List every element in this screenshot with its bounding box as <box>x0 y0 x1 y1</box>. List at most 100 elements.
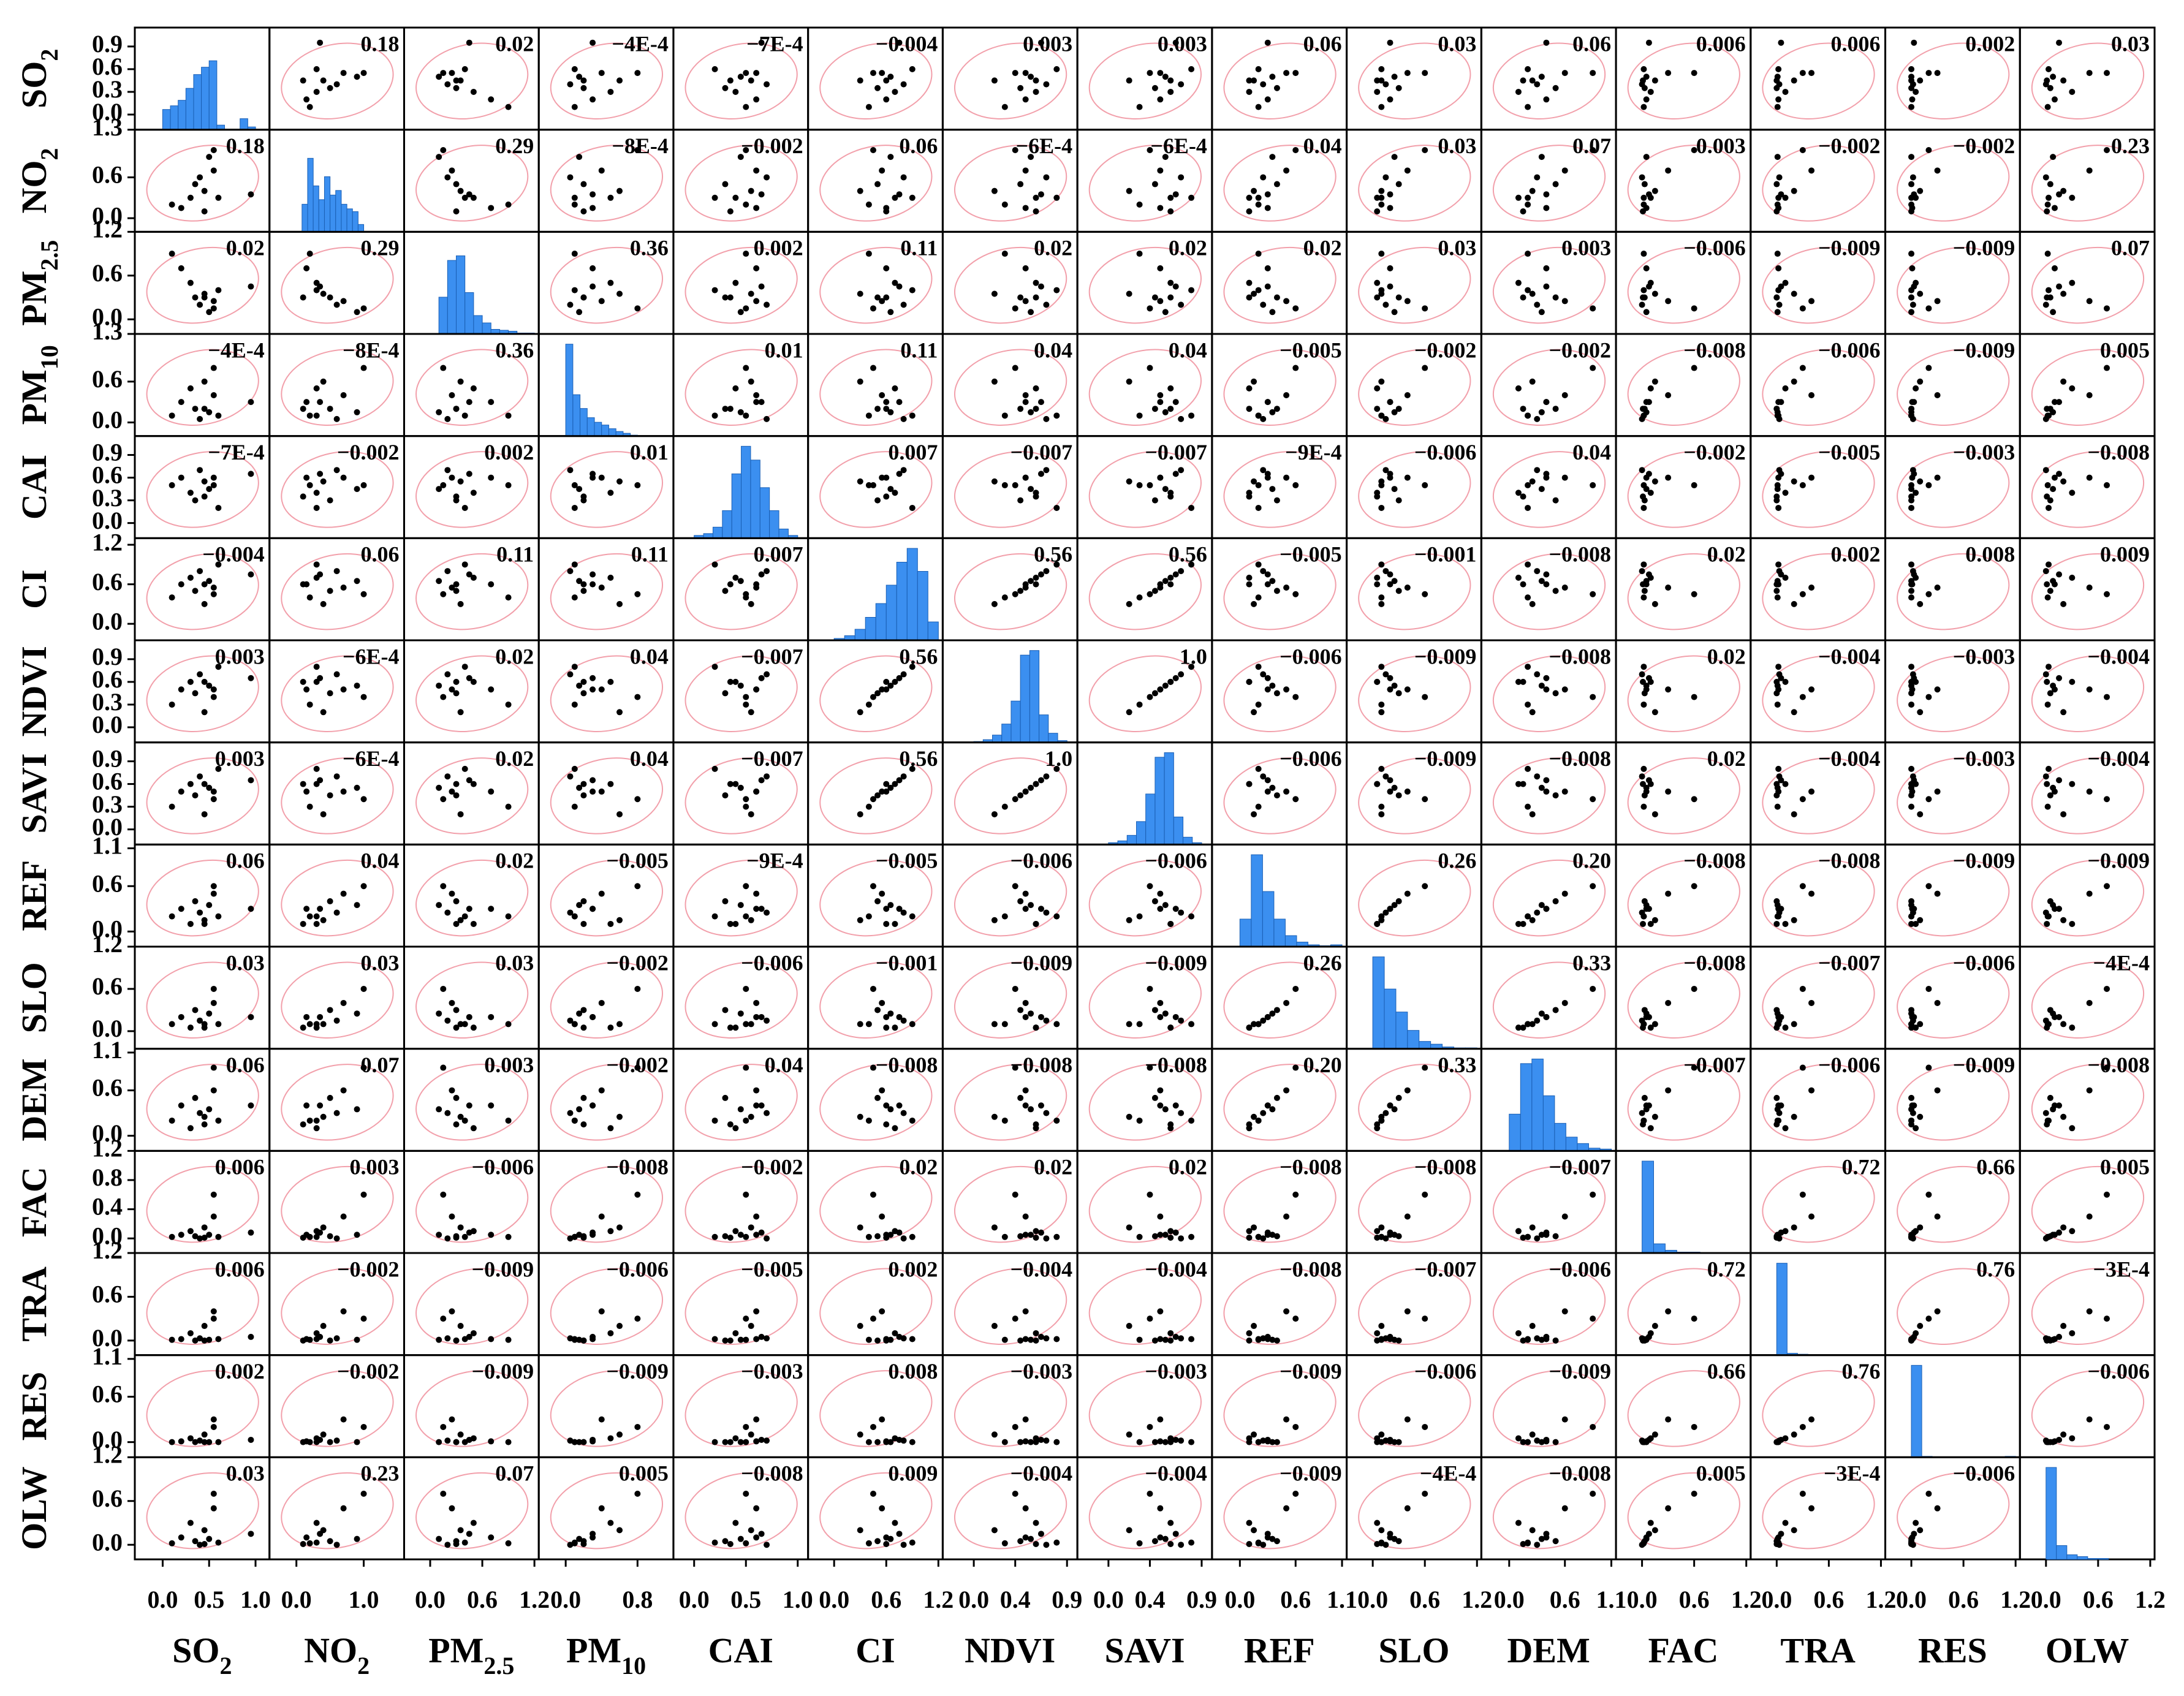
scatter-point <box>1167 279 1174 286</box>
scatter-point <box>1167 920 1174 927</box>
scatter-point <box>1515 1228 1522 1235</box>
correlation-label: −0.004 <box>1818 644 1881 668</box>
scatter-point <box>1157 1438 1164 1445</box>
scatter-point <box>887 683 894 689</box>
scatter-point <box>727 77 734 84</box>
scatter-point <box>327 898 333 904</box>
scatter-point <box>590 1531 596 1537</box>
scatter-point <box>1033 1121 1039 1128</box>
scatter-point <box>1178 1437 1185 1444</box>
confidence-ellipse <box>819 1165 933 1243</box>
scatter-point <box>711 1117 718 1124</box>
scatter-point <box>1908 1094 1915 1101</box>
scatter-point <box>488 581 495 588</box>
histogram-bar <box>324 176 331 232</box>
scatter-point <box>737 74 744 80</box>
scatter-point <box>1645 1102 1652 1109</box>
scatter-point <box>1260 1110 1267 1116</box>
scatter-point <box>1404 788 1411 795</box>
correlation-label: −9E-4 <box>1285 440 1342 464</box>
scatter-point <box>743 1064 749 1071</box>
variable-name: NO <box>304 1630 357 1670</box>
confidence-ellipse <box>1897 553 2010 630</box>
confidence-ellipse <box>550 1064 664 1141</box>
scatter-point <box>440 1423 447 1430</box>
scatter-point <box>1404 70 1411 77</box>
scatter-point <box>743 1233 749 1240</box>
scatter-point <box>743 305 749 312</box>
histogram-bar <box>357 224 365 232</box>
confidence-ellipse <box>1088 451 1202 528</box>
scatter-point <box>354 784 360 791</box>
scatter-point <box>1251 378 1257 385</box>
scatter-point <box>711 1233 718 1240</box>
scatter-point <box>1178 415 1185 422</box>
scatter-point <box>1525 913 1531 920</box>
scatter-point <box>1691 591 1697 597</box>
confidence-ellipse <box>1897 145 2010 222</box>
scatter-point <box>883 1541 890 1547</box>
scatter-point <box>1136 201 1143 208</box>
scatter-point <box>590 283 596 290</box>
scatter-point <box>313 412 320 419</box>
scatter-point <box>1520 1235 1526 1241</box>
confidence-ellipse <box>415 1064 529 1141</box>
scatter-point <box>598 1213 605 1220</box>
scatter-point <box>1913 490 1919 496</box>
scatter-point <box>1246 208 1253 214</box>
scatter-point <box>764 415 770 422</box>
scatter-point <box>870 482 876 488</box>
scatter-point <box>1246 1330 1253 1336</box>
scatter-point <box>206 1232 213 1238</box>
correlation-label: 0.002 <box>1965 31 2015 56</box>
correlation-label: 0.008 <box>888 1359 938 1384</box>
scatter-point <box>1908 678 1915 685</box>
scatter-point <box>303 474 310 481</box>
scatter-point <box>1172 571 1179 578</box>
scatter-point <box>1529 709 1536 716</box>
scatter-point <box>1691 482 1697 488</box>
scatter-point <box>758 1436 765 1443</box>
scatter-point <box>444 773 451 780</box>
scatter-point <box>576 154 583 161</box>
scatter-point <box>580 1121 587 1128</box>
scatter-point <box>1552 181 1559 187</box>
scatter-point <box>1925 1064 1932 1071</box>
scatter-point <box>1799 1423 1806 1430</box>
scatter-point <box>1033 1024 1039 1031</box>
x-tick-label: 0.0 <box>679 1586 710 1613</box>
scatter-point <box>870 1064 876 1071</box>
y-tick-label: 1.1 <box>92 1036 123 1064</box>
scatter-point <box>1665 1416 1672 1423</box>
scatter-point <box>1283 474 1290 481</box>
scatter-point <box>590 686 596 693</box>
scatter-point <box>909 1021 916 1028</box>
scatter-point <box>598 1308 605 1315</box>
scatter-point <box>607 1520 614 1526</box>
scatter-point <box>1292 1316 1299 1322</box>
scatter-point <box>2044 1121 2050 1128</box>
histogram-bar <box>750 460 760 539</box>
scatter-point <box>1645 39 1652 46</box>
y-axis-label: PM2.5 <box>14 240 63 326</box>
scatter-point <box>436 578 442 585</box>
scatter-point <box>1934 1213 1941 1220</box>
scatter-point <box>436 154 442 161</box>
scatter-point <box>178 1438 184 1445</box>
scatter-point <box>1534 1017 1541 1024</box>
variable-name: OLW <box>2046 1630 2129 1670</box>
scatter-point <box>187 1228 194 1235</box>
scatter-point <box>1178 81 1185 88</box>
scatter-point <box>896 1229 903 1236</box>
scatter-point <box>1028 578 1034 585</box>
confidence-ellipse <box>550 859 664 937</box>
scatter-point <box>306 1540 313 1546</box>
scatter-point <box>883 265 890 271</box>
scatter-point <box>909 1539 916 1546</box>
scatter-point <box>488 96 495 103</box>
x-axis-label: SO2 <box>172 1630 232 1679</box>
correlation-label: −0.008 <box>1010 1053 1073 1077</box>
confidence-ellipse <box>146 451 259 528</box>
scatter-point <box>461 765 468 772</box>
scatter-point <box>2069 781 2076 787</box>
